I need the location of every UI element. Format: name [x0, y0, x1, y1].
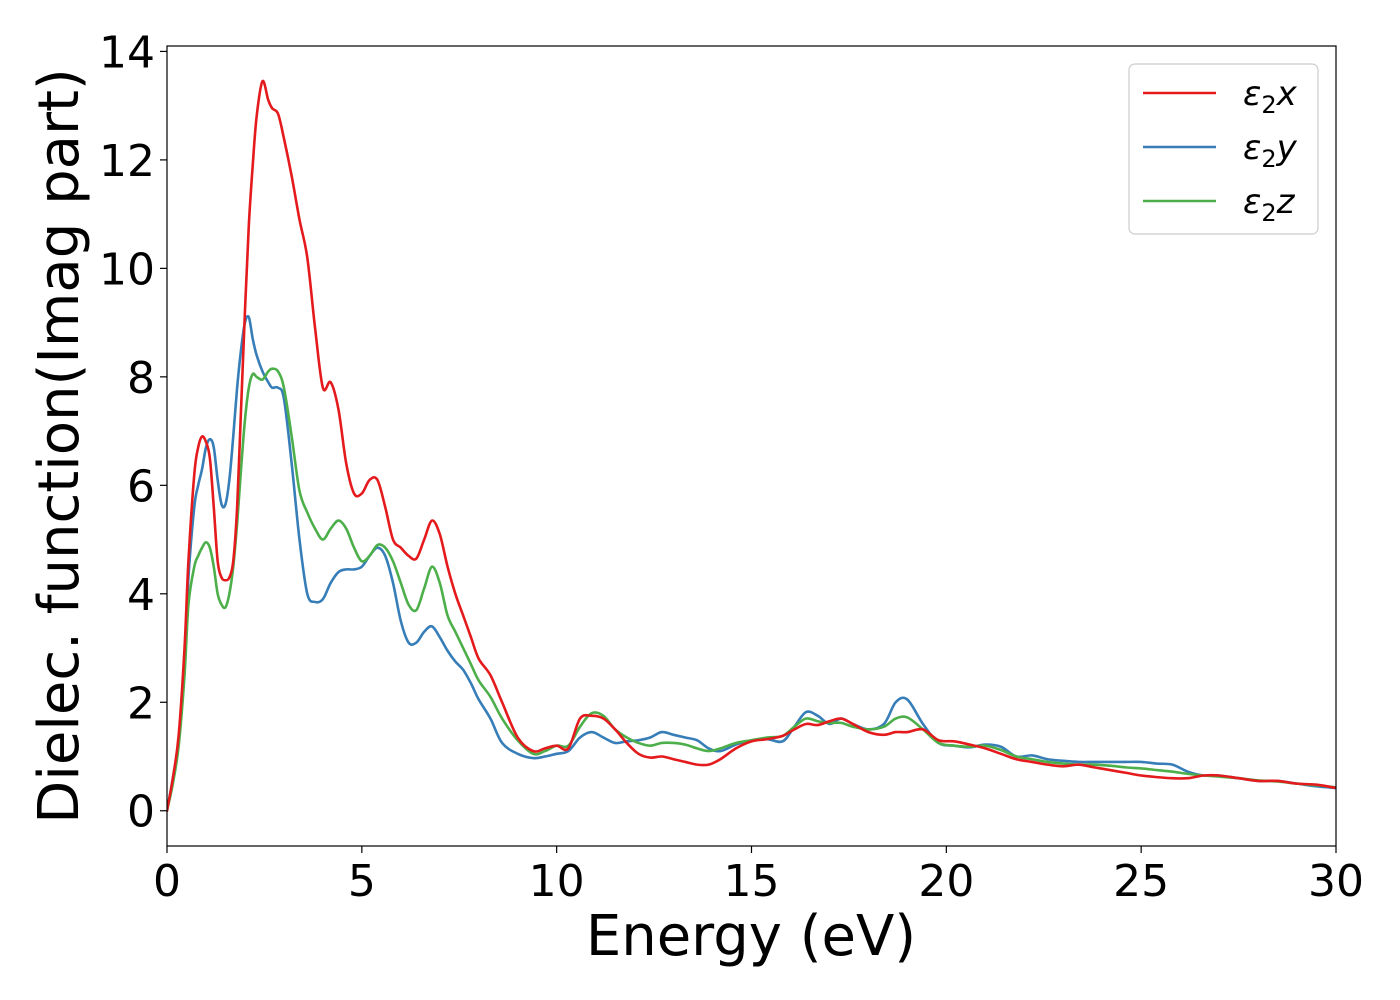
- y-tick-label: 10: [99, 244, 155, 295]
- legend-symbol: ε: [1243, 182, 1261, 222]
- y-axis: 0 2 4 6 8 10 12 14: [99, 27, 167, 838]
- y-tick-label: 4: [127, 570, 155, 621]
- plot-area: [166, 45, 1337, 847]
- series-line-x: [167, 79, 1336, 813]
- legend-box: [1128, 63, 1319, 235]
- legend-symbol: ε: [1243, 128, 1261, 168]
- x-tick-label: 10: [529, 856, 585, 907]
- y-tick-label: 14: [99, 27, 155, 78]
- y-tick-label: 2: [127, 678, 155, 729]
- x-tick-label: 30: [1308, 856, 1364, 907]
- legend-symbol: ε: [1243, 74, 1261, 114]
- y-axis-label: Dielec. function(Imag part): [27, 68, 92, 824]
- y-tick-label: 0: [127, 787, 155, 838]
- legend-component: y: [1276, 128, 1298, 168]
- legend-subscript: 2: [1261, 91, 1276, 119]
- x-tick-label: 25: [1113, 856, 1169, 907]
- legend-component: z: [1276, 182, 1296, 222]
- legend-subscript: 2: [1261, 145, 1276, 173]
- y-tick-label: 6: [127, 461, 155, 512]
- series-line-z: [167, 367, 1336, 813]
- x-tick-label: 20: [918, 856, 974, 907]
- y-tick-label: 8: [127, 353, 155, 404]
- x-axis-label: Energy (eV): [586, 904, 916, 969]
- legend-label-z: ε2z: [1243, 182, 1296, 227]
- legend-subscript: 2: [1261, 199, 1276, 227]
- legend-label-x: ε2x: [1243, 74, 1298, 119]
- x-axis: 0 5 10 15 20 25 30: [153, 846, 1364, 907]
- x-tick-label: 5: [348, 856, 376, 907]
- series-layer: [167, 79, 1336, 813]
- legend-component: x: [1276, 74, 1298, 114]
- x-tick-label: 15: [724, 856, 780, 907]
- x-tick-label: 0: [153, 856, 181, 907]
- legend-label-y: ε2y: [1243, 128, 1298, 173]
- y-tick-label: 12: [99, 136, 155, 187]
